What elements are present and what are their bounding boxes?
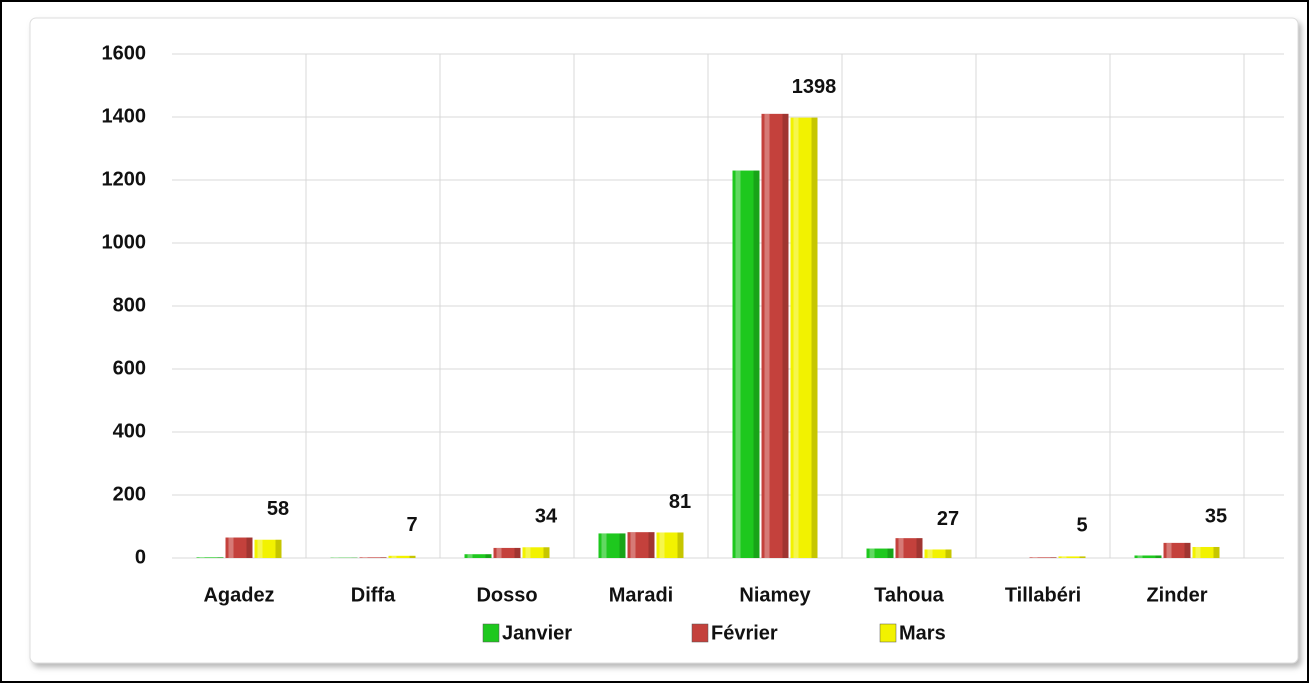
bar (924, 549, 952, 558)
bar-shade (217, 557, 224, 558)
bar-shade (1184, 542, 1191, 558)
legend-swatch (482, 623, 500, 643)
data-label: 35 (1205, 505, 1227, 527)
bar-shade (1079, 556, 1086, 558)
bar (1058, 556, 1086, 558)
bar (732, 170, 760, 559)
bar (254, 539, 282, 558)
bar (493, 547, 521, 558)
y-tick-label: 800 (113, 294, 146, 316)
bar-shade (380, 557, 387, 558)
bar-shade (887, 548, 894, 558)
bar (790, 117, 818, 558)
bar-shade (514, 547, 521, 558)
bar (522, 547, 550, 558)
legend-label: Février (711, 622, 778, 644)
data-label: 58 (267, 498, 289, 520)
data-label: 34 (535, 506, 558, 528)
bar-shade (945, 549, 952, 558)
bar-highlight (1137, 555, 1143, 558)
bar-highlight (391, 555, 397, 558)
bar-highlight (467, 554, 473, 558)
bar-shade (409, 555, 416, 558)
bar-highlight (898, 538, 904, 558)
y-tick-label: 0 (135, 546, 146, 568)
y-tick-label: 1200 (102, 168, 147, 190)
x-tick-label: Diffa (351, 584, 396, 606)
data-label: 5 (1076, 515, 1087, 537)
x-tick-label: Tillabéri (1005, 584, 1081, 606)
bar-highlight (869, 548, 875, 558)
bar-shade (753, 170, 760, 559)
y-tick-label: 600 (113, 357, 146, 379)
data-label: 27 (937, 508, 959, 530)
bar (388, 555, 416, 558)
x-tick-label: Zinder (1146, 584, 1207, 606)
bar-highlight (199, 557, 205, 558)
chart-box (29, 17, 1299, 664)
data-label: 1398 (792, 76, 837, 98)
data-label: 81 (669, 491, 691, 513)
x-tick-label: Maradi (609, 584, 673, 606)
bar (196, 557, 224, 558)
bar (656, 532, 684, 558)
bar (866, 548, 894, 558)
bar-shade (782, 113, 789, 558)
y-tick-label: 200 (113, 483, 146, 505)
bar (761, 113, 789, 558)
bar-highlight (927, 549, 933, 558)
bar-highlight (362, 557, 368, 558)
x-tick-label: Dosso (476, 584, 537, 606)
bar (1029, 557, 1057, 558)
legend-swatch (879, 623, 897, 643)
legend-label: Mars (899, 622, 946, 644)
x-tick-label: Tahoua (874, 584, 945, 606)
bar-shade (677, 532, 684, 558)
bar-highlight (1195, 546, 1201, 558)
bar-highlight (525, 547, 531, 558)
bar-highlight (793, 117, 799, 558)
y-tick-label: 1400 (102, 105, 147, 127)
bar-shade (1213, 546, 1220, 558)
bar-highlight (659, 532, 665, 558)
bar-highlight (735, 170, 741, 559)
bar-highlight (630, 532, 636, 558)
y-tick-label: 400 (113, 420, 146, 442)
bar-highlight (1032, 557, 1038, 558)
bar-shade (916, 538, 923, 558)
bar (225, 537, 253, 558)
legend-label: Janvier (502, 622, 572, 644)
bar-highlight (228, 537, 234, 558)
bar-highlight (1061, 556, 1067, 558)
bar-shade (619, 533, 626, 558)
bar (598, 533, 626, 558)
bar (1192, 546, 1220, 558)
bar-shade (275, 539, 282, 558)
x-tick-label: Niamey (739, 584, 811, 606)
bar (464, 554, 492, 558)
bar-shade (1155, 555, 1162, 558)
bar-shade (648, 532, 655, 558)
x-tick-label: Agadez (203, 584, 274, 606)
bar-highlight (1166, 542, 1172, 558)
y-tick-label: 1000 (102, 231, 147, 253)
bar-highlight (257, 539, 263, 558)
bar-shade (543, 547, 550, 558)
bar-shade (246, 537, 253, 558)
bar (1134, 555, 1162, 558)
legend-swatch (691, 623, 709, 643)
bar (627, 532, 655, 558)
bar (1163, 542, 1191, 558)
bar-highlight (601, 533, 607, 558)
y-tick-label: 1600 (102, 42, 147, 64)
bar-shade (485, 554, 492, 558)
bar-shade (811, 117, 818, 558)
data-label: 7 (406, 514, 417, 536)
bar-highlight (496, 547, 502, 558)
bar-highlight (764, 113, 770, 558)
bar (359, 557, 387, 558)
bar-shade (1050, 557, 1057, 558)
bar (895, 538, 923, 558)
